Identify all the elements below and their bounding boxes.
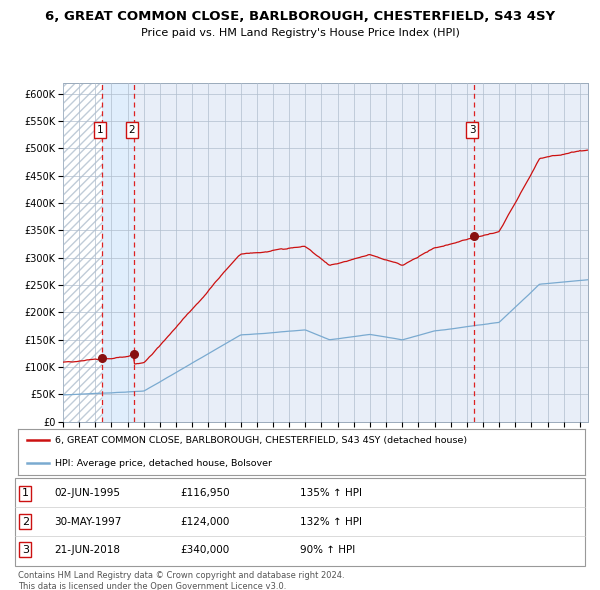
Text: 1: 1 xyxy=(97,125,103,135)
Text: Price paid vs. HM Land Registry's House Price Index (HPI): Price paid vs. HM Land Registry's House … xyxy=(140,28,460,38)
Text: 3: 3 xyxy=(22,545,29,555)
Text: £340,000: £340,000 xyxy=(180,545,229,555)
Text: HPI: Average price, detached house, Bolsover: HPI: Average price, detached house, Bols… xyxy=(55,459,272,468)
Text: 132% ↑ HPI: 132% ↑ HPI xyxy=(300,517,362,526)
Text: 30-MAY-1997: 30-MAY-1997 xyxy=(54,517,121,526)
Text: 02-JUN-1995: 02-JUN-1995 xyxy=(54,489,120,498)
Bar xyxy=(63,83,102,422)
Text: 1: 1 xyxy=(22,489,29,498)
Text: 2: 2 xyxy=(22,517,29,526)
Text: £124,000: £124,000 xyxy=(180,517,229,526)
Text: 21-JUN-2018: 21-JUN-2018 xyxy=(54,545,120,555)
Text: 135% ↑ HPI: 135% ↑ HPI xyxy=(300,489,362,498)
Text: Contains HM Land Registry data © Crown copyright and database right 2024.
This d: Contains HM Land Registry data © Crown c… xyxy=(18,571,344,590)
Text: 2: 2 xyxy=(128,125,135,135)
Text: 6, GREAT COMMON CLOSE, BARLBOROUGH, CHESTERFIELD, S43 4SY: 6, GREAT COMMON CLOSE, BARLBOROUGH, CHES… xyxy=(45,10,555,23)
Bar xyxy=(102,83,134,422)
Text: 6, GREAT COMMON CLOSE, BARLBOROUGH, CHESTERFIELD, S43 4SY (detached house): 6, GREAT COMMON CLOSE, BARLBOROUGH, CHES… xyxy=(55,436,467,445)
Text: £116,950: £116,950 xyxy=(180,489,230,498)
Text: 3: 3 xyxy=(469,125,475,135)
Text: 90% ↑ HPI: 90% ↑ HPI xyxy=(300,545,355,555)
